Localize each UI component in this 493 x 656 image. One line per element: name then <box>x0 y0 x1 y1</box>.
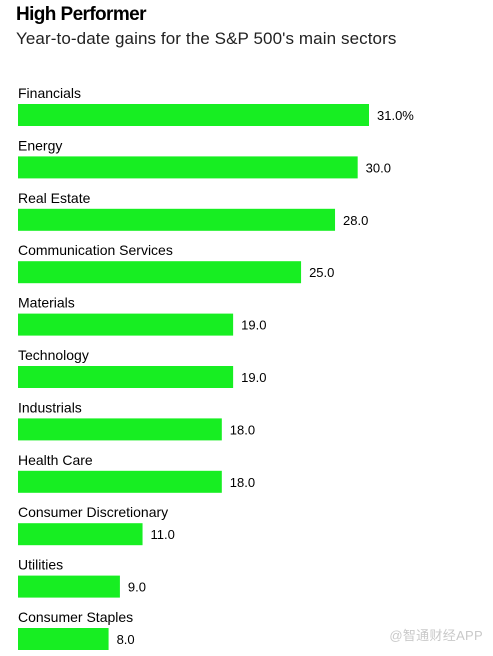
value-label: 19.0 <box>241 370 266 385</box>
category-label: Consumer Discretionary <box>18 504 168 520</box>
bar <box>18 156 358 179</box>
category-label: Health Care <box>18 452 93 468</box>
category-label: Consumer Staples <box>18 609 133 625</box>
category-label: Financials <box>18 85 81 101</box>
bar <box>18 418 222 441</box>
watermark-text: @智通财经APP <box>389 628 483 643</box>
value-label: 28.0 <box>343 213 368 228</box>
value-label: 9.0 <box>128 580 146 595</box>
bar <box>18 261 302 284</box>
bar <box>18 523 143 546</box>
chart-title: High Performer <box>16 4 147 25</box>
value-label: 19.0 <box>241 318 266 333</box>
category-label: Materials <box>18 295 75 311</box>
value-label: 25.0 <box>309 265 334 280</box>
category-label: Utilities <box>18 557 63 573</box>
value-label: 30.0 <box>366 160 391 175</box>
category-label: Energy <box>18 137 62 153</box>
chart-subtitle: Year-to-date gains for the S&P 500's mai… <box>16 29 397 48</box>
value-label: 18.0 <box>230 475 255 490</box>
value-label: 18.0 <box>230 422 255 437</box>
category-label: Technology <box>18 347 89 363</box>
bar <box>18 208 336 231</box>
bar <box>18 470 222 493</box>
category-label: Industrials <box>18 399 82 415</box>
value-label: 8.0 <box>117 632 135 647</box>
category-label: Real Estate <box>18 190 91 206</box>
category-label: Communication Services <box>18 242 173 258</box>
bar <box>18 366 234 388</box>
bar <box>18 104 369 126</box>
bar <box>18 313 234 336</box>
bar <box>18 575 120 598</box>
bar <box>18 628 109 650</box>
value-label: 11.0 <box>151 527 175 542</box>
value-label: 31.0% <box>377 108 414 123</box>
